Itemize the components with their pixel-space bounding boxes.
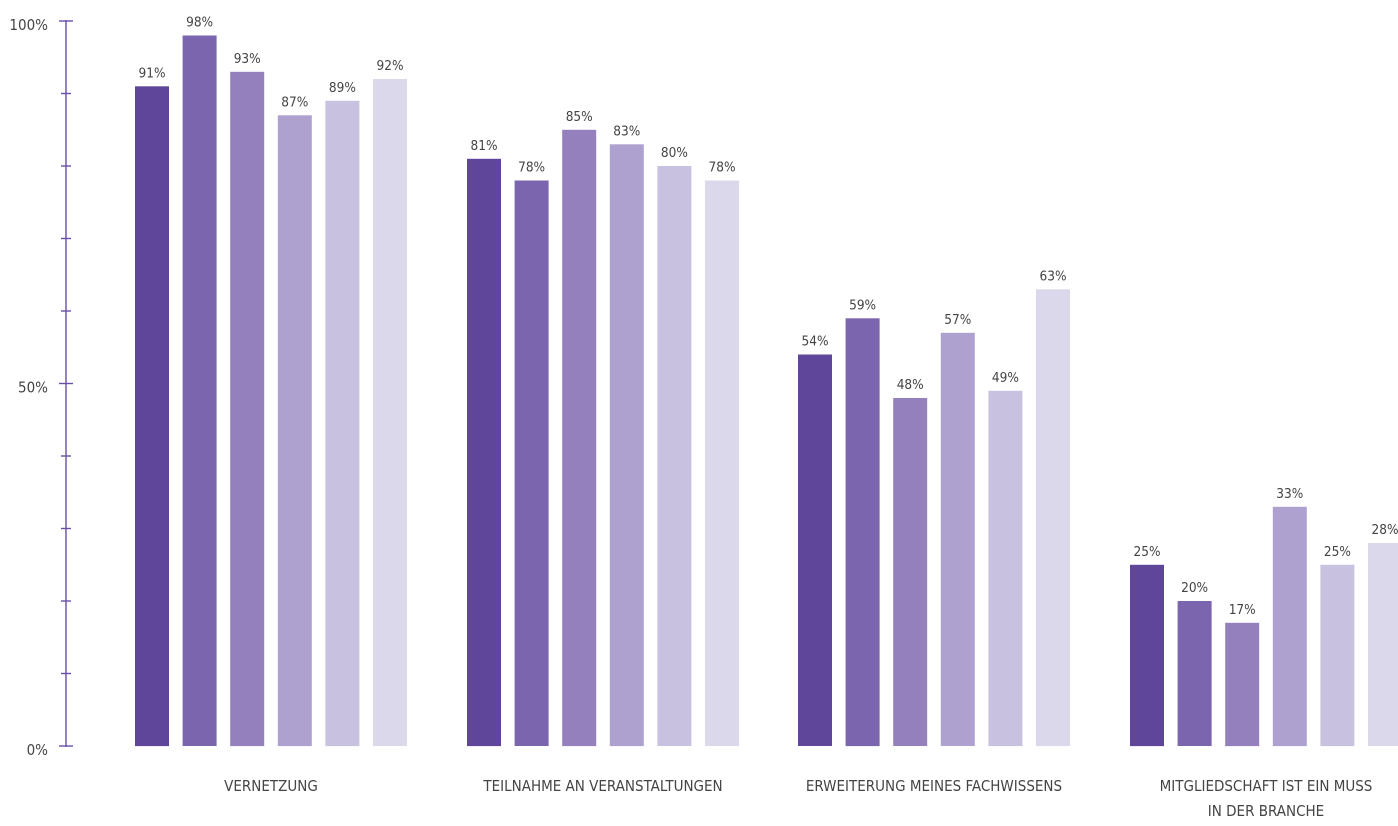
bar-value-label: 48% xyxy=(897,377,924,393)
category-label: TEILNAHME AN VERANSTALTUNGEN xyxy=(482,777,722,795)
bar xyxy=(373,79,407,746)
bar-value-label: 89% xyxy=(329,80,356,96)
bar-value-label: 87% xyxy=(281,94,308,110)
bar xyxy=(940,332,975,746)
bar-value-label: 80% xyxy=(661,145,688,161)
y-tick-label: 0% xyxy=(27,741,49,759)
bar xyxy=(1130,564,1164,747)
category-label: MITGLIEDSCHAFT IST EIN MUSS xyxy=(1160,777,1373,795)
bar xyxy=(893,398,928,746)
bar xyxy=(467,158,501,747)
bar xyxy=(705,180,739,746)
bar-value-label: 25% xyxy=(1324,544,1351,560)
category-label: ERWEITERUNG MEINES FACHWISSENS xyxy=(806,777,1062,795)
bar-value-label: 33% xyxy=(1276,486,1303,502)
bar-value-label: 54% xyxy=(802,334,829,350)
bar-value-label: 85% xyxy=(566,109,593,125)
bar xyxy=(988,390,1023,747)
y-axis: 100% 50% 0% xyxy=(9,16,73,759)
bar xyxy=(609,144,644,747)
bar-value-label: 91% xyxy=(139,65,166,81)
bar xyxy=(1225,622,1260,747)
bar-value-label: 78% xyxy=(709,160,736,176)
bar-value-label: 57% xyxy=(944,312,971,328)
bar-value-label: 93% xyxy=(234,51,261,67)
y-tick-label: 50% xyxy=(18,379,48,397)
bar xyxy=(277,115,312,747)
bar-value-label: 98% xyxy=(186,15,213,31)
bar-value-label: 25% xyxy=(1134,544,1161,560)
bar xyxy=(845,318,880,747)
bar xyxy=(1036,289,1070,747)
bar-value-label: 49% xyxy=(992,370,1019,386)
bar xyxy=(798,354,832,746)
bar xyxy=(1368,543,1398,746)
bar xyxy=(1320,564,1355,747)
bar-value-label: 59% xyxy=(849,297,876,313)
bar xyxy=(135,86,169,747)
bar-value-label: 28% xyxy=(1372,522,1398,538)
bars xyxy=(135,35,1398,747)
bar-value-label: 20% xyxy=(1181,580,1208,596)
bar xyxy=(562,129,597,747)
bar-value-label: 78% xyxy=(518,160,545,176)
bar xyxy=(182,35,217,746)
bar xyxy=(657,166,692,746)
category-labels: VERNETZUNG TEILNAHME AN VERANSTALTUNGEN ER… xyxy=(224,777,1372,820)
bar xyxy=(230,71,265,747)
bar xyxy=(1177,601,1212,746)
y-tick-label: 100% xyxy=(9,16,48,34)
bar xyxy=(514,180,549,746)
bar-value-label: 63% xyxy=(1040,268,1067,284)
bar-value-label: 83% xyxy=(613,123,640,139)
bar-value-label: 17% xyxy=(1229,602,1256,618)
bar-value-label: 92% xyxy=(377,58,404,74)
category-label: VERNETZUNG xyxy=(224,777,318,795)
category-label: IN DER BRANCHE xyxy=(1208,802,1324,820)
bar-value-label: 81% xyxy=(471,138,498,154)
bar xyxy=(1272,506,1307,747)
bar xyxy=(325,100,360,747)
value-labels: 91% 81% 54% 25% 98% 78% 59% 20% 93% 85% 48% 17% 87% 8… xyxy=(139,15,1398,618)
